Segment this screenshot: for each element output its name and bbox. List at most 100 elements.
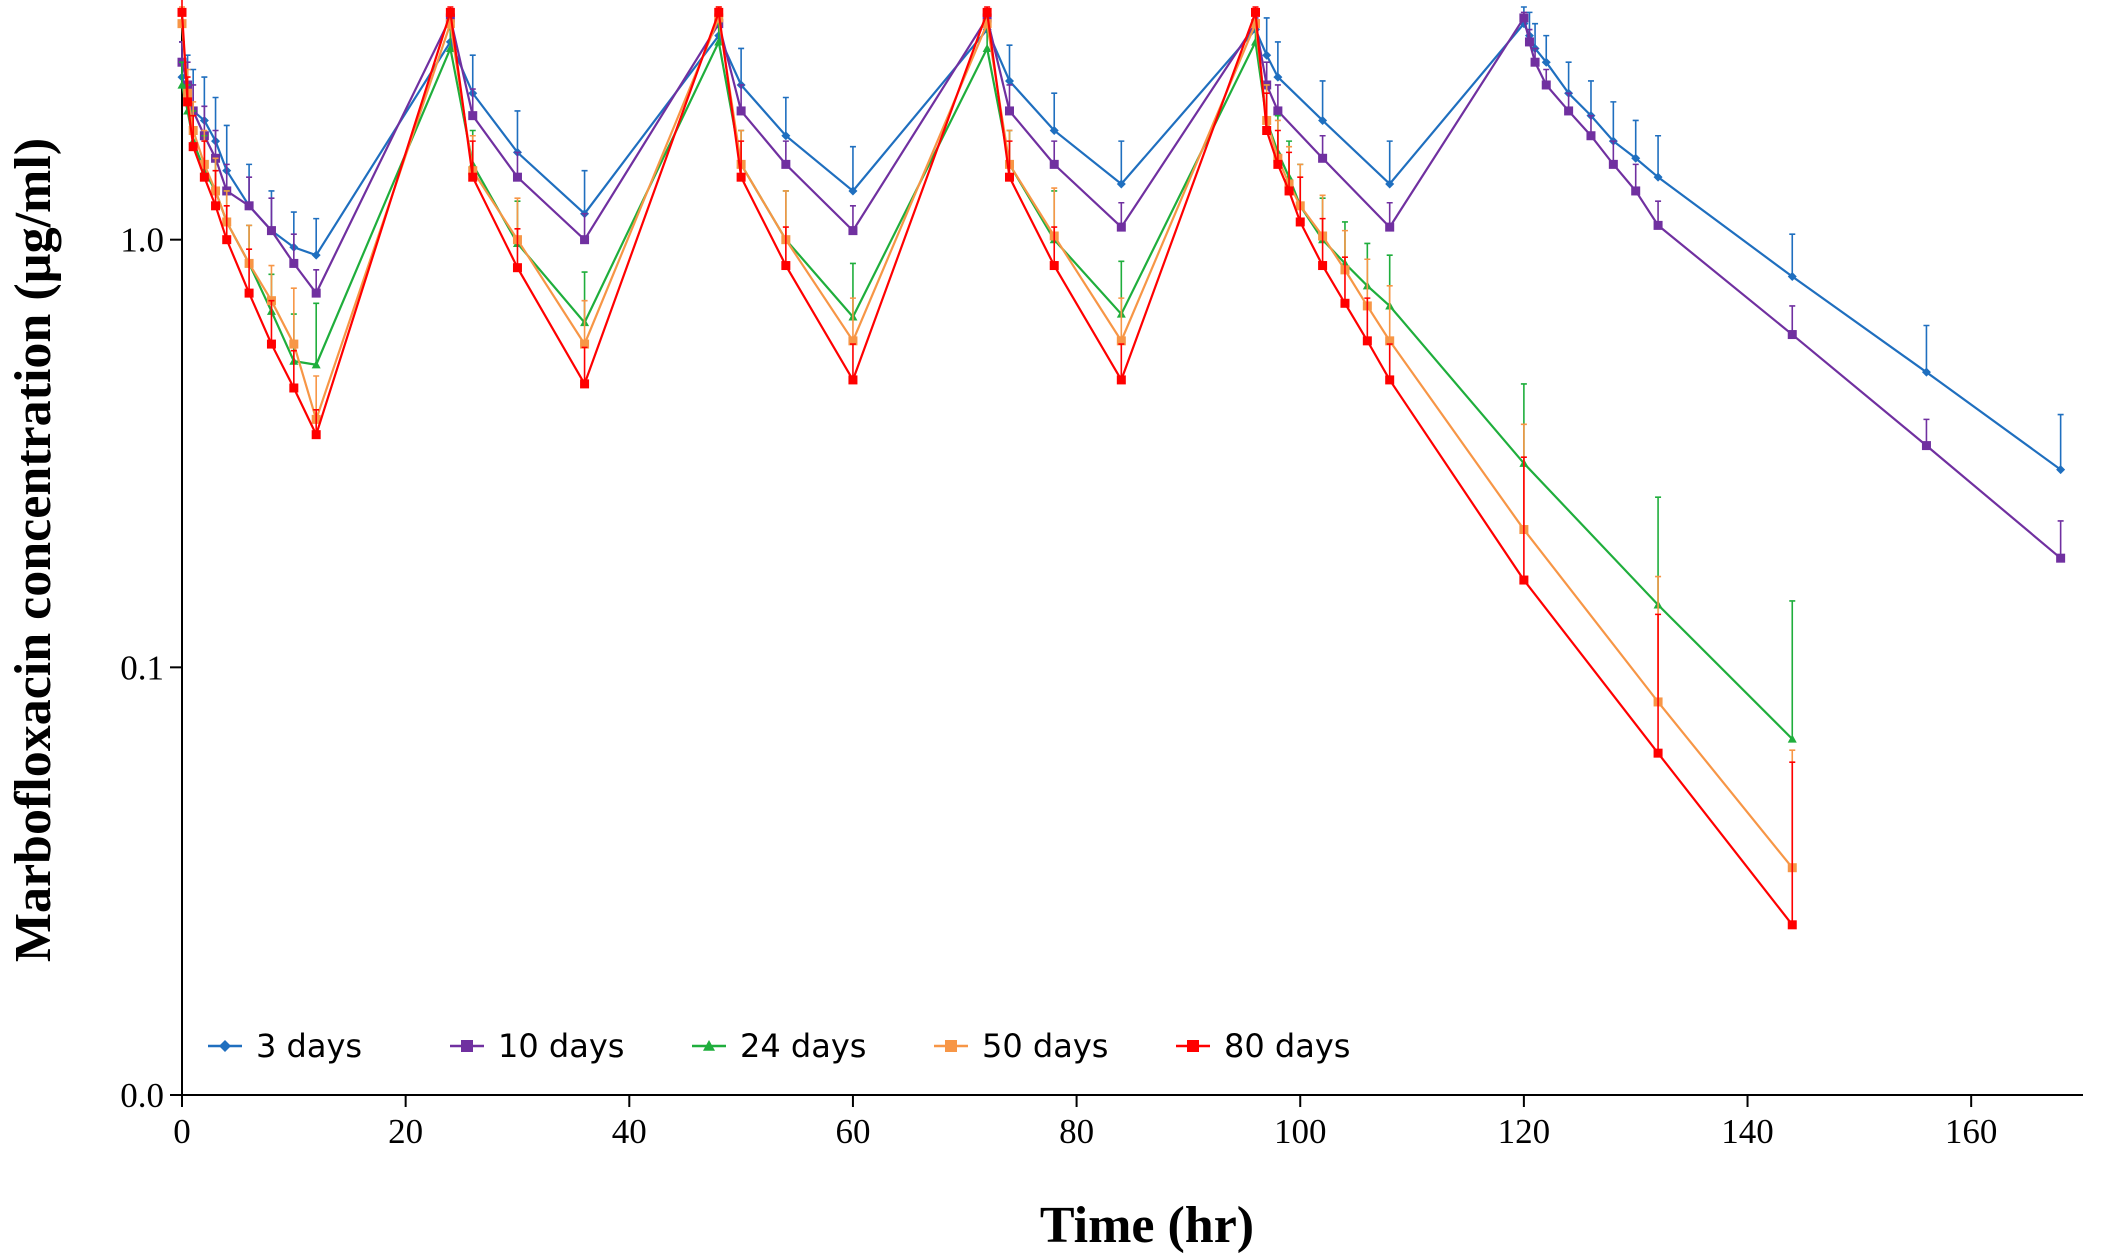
error-bar: [1286, 151, 1293, 191]
marker: [1586, 131, 1596, 141]
marker: [982, 43, 992, 53]
marker: [1116, 375, 1126, 385]
error-bar: [1051, 92, 1058, 131]
marker: [188, 142, 198, 152]
marker: [580, 379, 590, 389]
series: [177, 11, 2066, 563]
error-bar: [1118, 297, 1125, 341]
marker: [289, 339, 299, 349]
marker: [1787, 734, 1797, 743]
legend-label: 50 days: [982, 1027, 1108, 1065]
x-tick-label: 120: [1498, 1112, 1551, 1151]
marker: [1653, 220, 1663, 230]
error-bar: [1610, 101, 1617, 142]
marker: [445, 7, 455, 17]
marker: [1318, 261, 1328, 271]
error-bar: [782, 96, 789, 136]
marker: [1273, 159, 1283, 169]
marker: [1608, 159, 1618, 169]
marker: [1273, 106, 1283, 116]
marker: [1340, 298, 1350, 308]
marker: [1318, 153, 1328, 163]
marker: [1049, 126, 1059, 136]
series-line: [180, 12, 1794, 926]
series: [177, 6, 1797, 873]
marker: [183, 97, 193, 107]
marker: [289, 383, 299, 393]
error-bar: [581, 169, 588, 214]
marker: [1631, 186, 1641, 196]
error-bar: [469, 54, 476, 94]
marker: [1284, 186, 1294, 196]
legend-label: 24 days: [740, 1027, 866, 1065]
error-bar: [1341, 256, 1348, 304]
marker: [1116, 336, 1126, 346]
error-bar: [268, 299, 275, 345]
marker: [2056, 465, 2066, 475]
error-bar: [1118, 140, 1125, 184]
error-bar: [849, 297, 856, 341]
marker: [736, 172, 746, 182]
x-tick-label: 0: [173, 1112, 191, 1151]
marker: [1049, 159, 1059, 169]
marker: [311, 430, 321, 440]
series-line: [180, 21, 2062, 471]
error-bar: [1319, 80, 1326, 121]
error-bar: [1520, 456, 1527, 581]
marker: [781, 159, 791, 169]
error-bar: [1006, 44, 1013, 81]
marker: [1385, 179, 1395, 189]
y-tick-label: 0.0: [120, 1076, 164, 1115]
marker: [1187, 1040, 1199, 1052]
error-bar: [2057, 413, 2064, 470]
x-tick-label: 100: [1274, 1112, 1327, 1151]
marker: [1004, 76, 1014, 86]
error-bar: [1118, 343, 1125, 380]
marker: [445, 19, 455, 29]
error-bar: [1923, 324, 1930, 373]
error-bar: [1386, 140, 1393, 184]
marker: [1004, 172, 1014, 182]
marker: [1362, 336, 1372, 346]
error-bar: [849, 343, 856, 380]
marker: [736, 106, 746, 116]
marker: [461, 1040, 473, 1052]
error-bar: [268, 264, 275, 301]
marker: [1273, 72, 1283, 82]
marker: [1787, 330, 1797, 340]
marker: [211, 201, 221, 211]
y-tick-label: 1.0: [120, 221, 164, 260]
marker: [266, 339, 276, 349]
marker: [244, 288, 254, 298]
error-bar: [212, 129, 219, 159]
marker: [244, 201, 254, 211]
marker: [1564, 106, 1574, 116]
error-bar: [581, 299, 588, 345]
error-bar: [1274, 41, 1281, 78]
marker: [945, 1040, 957, 1052]
marker: [781, 131, 791, 141]
marker: [222, 235, 232, 245]
error-bar: [1386, 343, 1393, 380]
marker: [445, 43, 455, 53]
x-axis-title: Time (hr): [1040, 1197, 1254, 1254]
marker: [1116, 222, 1126, 232]
marker: [1530, 57, 1540, 67]
marker: [848, 375, 858, 385]
marker: [982, 19, 992, 29]
legend: 3 days 10 days 24 days 50 days 80 days: [208, 1027, 1350, 1065]
marker: [1385, 222, 1395, 232]
x-tick-label: 160: [1945, 1112, 1998, 1151]
error-bar: [201, 140, 208, 178]
series-line: [180, 13, 1794, 869]
x-tick-label: 60: [835, 1112, 870, 1151]
y-tick-label: 0.1: [120, 648, 164, 687]
marker: [714, 7, 724, 17]
error-bar: [1263, 17, 1270, 56]
error-bar: [223, 124, 230, 171]
x-tick-label: 80: [1059, 1112, 1094, 1151]
error-bar: [1789, 305, 1796, 335]
marker: [468, 172, 478, 182]
